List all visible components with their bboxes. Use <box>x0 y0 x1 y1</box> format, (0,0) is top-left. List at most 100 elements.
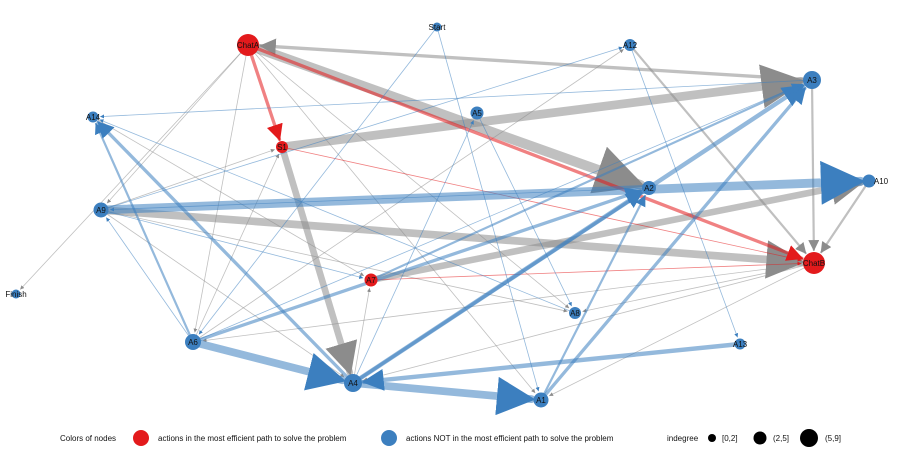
edge-a6-to-a3 <box>192 83 803 343</box>
node-chata: ChatA <box>237 34 260 56</box>
node-a1: A1 <box>533 392 549 408</box>
node-label-finish: Finish <box>5 290 26 299</box>
edge-start-to-a1 <box>436 26 540 392</box>
node-circle-chatb <box>803 252 825 274</box>
edge-a12-to-chatb <box>628 43 807 255</box>
nodes-layer: Start ChatA A12 A3 A14 A5 S1 A2 A10 A9 ChatB A7 Fini… <box>5 22 889 408</box>
edge-a7-to-chatb <box>370 261 802 281</box>
edge-chatb-to-a1 <box>549 262 815 397</box>
edge-a8-to-a14 <box>99 119 576 314</box>
node-label-a12: A12 <box>623 41 638 50</box>
node-circle-a10 <box>862 174 876 188</box>
node-label-a1: A1 <box>536 396 546 405</box>
node-label-chatb: ChatB <box>803 259 825 268</box>
node-label-a14: A14 <box>86 113 101 122</box>
legend-degree-medium-label: (2,5] <box>773 434 789 443</box>
legend-efficient-swatch <box>133 430 149 446</box>
node-label-chata: ChatA <box>237 41 260 50</box>
edge-a9-to-a4 <box>100 209 345 378</box>
node-a9: A9 <box>93 202 109 218</box>
legend: Colors of nodes actions in the most effi… <box>60 429 841 447</box>
edge-chata-to-finish <box>20 44 249 290</box>
edge-a9-to-a12 <box>100 46 623 211</box>
node-label-s1: S1 <box>277 143 287 152</box>
edge-a3-to-chatb <box>808 78 820 252</box>
legend-degree-title: indegree <box>667 434 699 443</box>
edge-a7-to-a10 <box>367 172 864 284</box>
edge-a5-to-a8 <box>476 112 572 307</box>
legend-not-efficient-swatch <box>381 430 397 446</box>
node-circle-a1 <box>533 392 549 408</box>
edge-chatb-to-a4 <box>363 262 815 382</box>
edge-a4-to-a2 <box>351 191 644 385</box>
edge-a9-to-a7 <box>100 209 364 279</box>
node-circle-a4 <box>344 374 362 392</box>
legend-degree-small-marker <box>708 434 716 442</box>
edge-a14-to-a7 <box>92 116 365 277</box>
edge-a13-to-a4 <box>361 341 743 391</box>
edge-chata-to-a1 <box>247 44 536 394</box>
node-label-a6: A6 <box>188 338 198 347</box>
node-a13: A13 <box>733 338 748 350</box>
node-circle-a2 <box>642 181 656 195</box>
edge-a6-to-a2 <box>191 187 643 344</box>
node-circle-a5 <box>470 106 484 120</box>
edge-a6-to-a9 <box>106 217 194 343</box>
node-circle-a13 <box>734 338 746 350</box>
node-a6: A6 <box>185 334 201 350</box>
edge-chata-to-a6 <box>193 44 249 333</box>
node-label-a5: A5 <box>472 109 482 118</box>
legend-degree-large-marker <box>800 429 818 447</box>
edge-a6-to-a14 <box>94 122 195 344</box>
legend-not-efficient-label: actions NOT in the most efficient path t… <box>406 434 614 443</box>
node-label-a8: A8 <box>570 309 580 318</box>
edge-a3-to-chata <box>259 38 814 82</box>
legend-efficient-label: actions in the most efficient path to so… <box>158 434 347 443</box>
node-circle-finish <box>11 289 21 299</box>
edge-a7-to-a3 <box>369 83 804 282</box>
node-circle-a8 <box>569 307 581 319</box>
edge-chata-to-a9 <box>106 44 249 204</box>
legend-colors-title: Colors of nodes <box>60 434 116 443</box>
node-circle-a7 <box>364 273 378 287</box>
node-a4: A4 <box>344 374 362 392</box>
node-circle-start <box>432 22 442 32</box>
node-label-a13: A13 <box>733 340 748 349</box>
node-circle-chata <box>237 34 259 56</box>
node-circle-a6 <box>185 334 201 350</box>
edge-chata-to-s1 <box>246 43 283 142</box>
legend-degree-small-label: [0,2] <box>722 434 738 443</box>
edge-a3-to-a14 <box>100 79 813 119</box>
node-label-a4: A4 <box>348 379 358 388</box>
edge-a4-to-a7 <box>352 287 371 384</box>
legend-degree-medium-marker <box>753 431 767 445</box>
edges-layer <box>20 26 871 416</box>
node-label-a7: A7 <box>366 276 376 285</box>
edge-a4-to-a1 <box>349 376 536 416</box>
node-circle-a9 <box>93 202 109 218</box>
node-a3: A3 <box>803 71 821 89</box>
edge-a12-to-a13 <box>629 44 739 338</box>
node-label-a9: A9 <box>96 206 106 215</box>
edge-chata-to-a2 <box>243 40 646 194</box>
edge-a6-to-a4 <box>189 338 347 391</box>
edge-s1-to-a3 <box>277 64 806 152</box>
node-circle-a3 <box>803 71 821 89</box>
edge-a2-to-a9 <box>110 187 650 212</box>
node-a5: A5 <box>470 106 484 120</box>
node-start: Start <box>429 22 447 32</box>
node-finish: Finish <box>5 289 27 299</box>
node-label-a2: A2 <box>644 184 654 193</box>
node-label-start: Start <box>429 23 447 32</box>
node-circle-a14 <box>87 111 99 123</box>
edge-a4-to-a14 <box>96 120 355 385</box>
legend-degree-large-label: (5,9] <box>825 434 841 443</box>
edge-chatb-to-a6 <box>202 262 815 343</box>
edge-a1-to-a3 <box>539 86 807 402</box>
node-a8: A8 <box>569 307 581 319</box>
edge-chata-to-chatb <box>246 43 804 261</box>
edge-start-to-a6 <box>198 26 438 335</box>
node-chatb: ChatB <box>803 252 825 274</box>
